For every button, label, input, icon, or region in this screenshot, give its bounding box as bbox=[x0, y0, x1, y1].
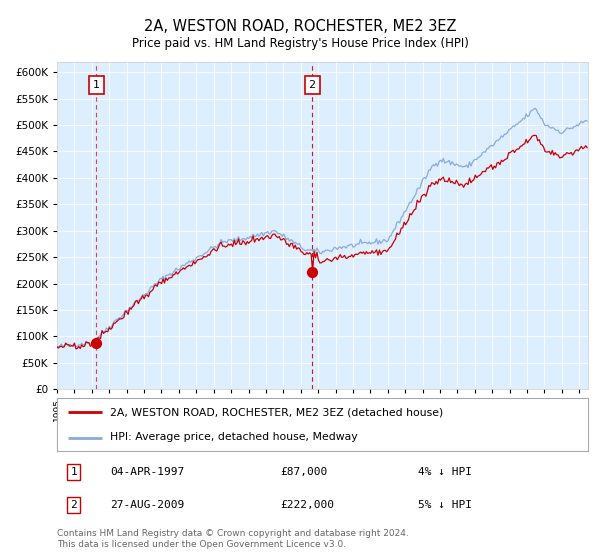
Text: 27-AUG-2009: 27-AUG-2009 bbox=[110, 500, 184, 510]
Text: 1: 1 bbox=[92, 81, 100, 90]
Point bbox=[91, 339, 101, 348]
Point bbox=[307, 268, 317, 277]
Text: HPI: Average price, detached house, Medway: HPI: Average price, detached house, Medw… bbox=[110, 432, 358, 442]
Text: 04-APR-1997: 04-APR-1997 bbox=[110, 467, 184, 477]
Text: 4% ↓ HPI: 4% ↓ HPI bbox=[418, 467, 472, 477]
Text: £222,000: £222,000 bbox=[280, 500, 334, 510]
Text: Contains HM Land Registry data © Crown copyright and database right 2024.
This d: Contains HM Land Registry data © Crown c… bbox=[57, 529, 409, 549]
Text: 2: 2 bbox=[308, 81, 316, 90]
Text: 1: 1 bbox=[70, 467, 77, 477]
Text: 5% ↓ HPI: 5% ↓ HPI bbox=[418, 500, 472, 510]
Text: 2: 2 bbox=[70, 500, 77, 510]
Text: 2A, WESTON ROAD, ROCHESTER, ME2 3EZ: 2A, WESTON ROAD, ROCHESTER, ME2 3EZ bbox=[144, 18, 456, 34]
Text: £87,000: £87,000 bbox=[280, 467, 327, 477]
Text: Price paid vs. HM Land Registry's House Price Index (HPI): Price paid vs. HM Land Registry's House … bbox=[131, 38, 469, 50]
Text: 2A, WESTON ROAD, ROCHESTER, ME2 3EZ (detached house): 2A, WESTON ROAD, ROCHESTER, ME2 3EZ (det… bbox=[110, 408, 443, 418]
